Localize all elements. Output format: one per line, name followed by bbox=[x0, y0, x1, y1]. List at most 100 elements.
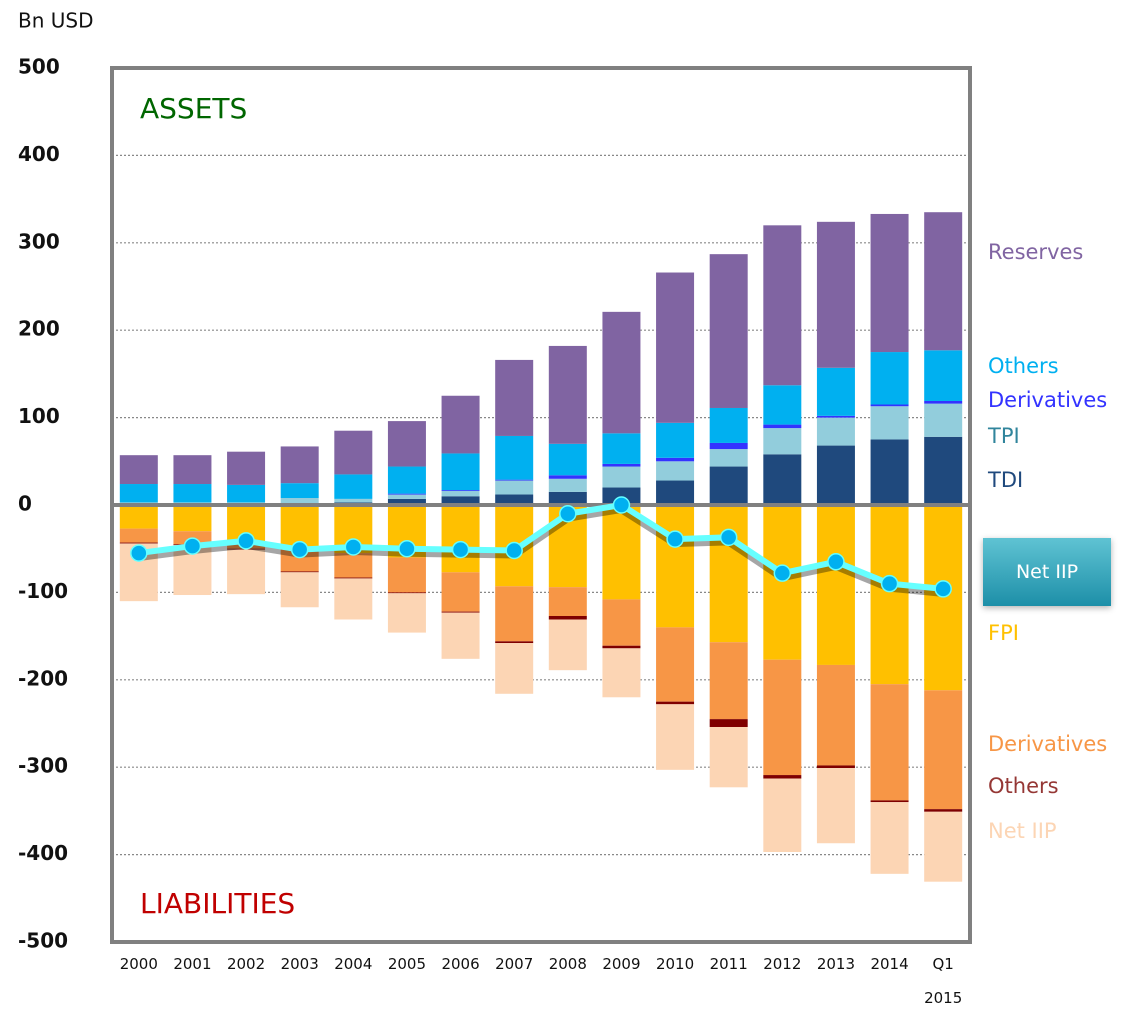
bar-segment bbox=[870, 404, 909, 407]
bar-segment bbox=[656, 461, 695, 481]
line-marker bbox=[398, 539, 416, 558]
bar-segment bbox=[280, 446, 319, 484]
line bbox=[138, 501, 944, 592]
net-iip-legend: Net IIP bbox=[983, 538, 1111, 606]
x-tick-label: 2010 bbox=[655, 955, 695, 973]
bar-segment bbox=[173, 505, 212, 532]
bar-segment bbox=[280, 571, 319, 573]
bar-segment bbox=[870, 213, 909, 353]
bar-segment bbox=[870, 800, 909, 803]
bar-segment bbox=[656, 505, 695, 628]
bar-segment bbox=[709, 254, 748, 408]
bar-segment bbox=[441, 496, 480, 505]
x-tick-label: 2008 bbox=[548, 955, 587, 973]
bar-segment bbox=[709, 642, 748, 720]
bar-segment bbox=[924, 350, 963, 401]
y-axis-label: Bn USD bbox=[18, 9, 94, 33]
bar-segment bbox=[763, 454, 802, 505]
y-tick-label: -200 bbox=[18, 666, 68, 690]
x-tick-label: 2005 bbox=[387, 955, 427, 973]
bar-segment bbox=[870, 505, 909, 685]
bar-segment bbox=[816, 765, 855, 769]
bar-segment bbox=[548, 478, 587, 492]
bar-segment bbox=[763, 424, 802, 429]
legend-label: TPI bbox=[987, 424, 1020, 448]
bar-segment bbox=[602, 466, 641, 488]
bar-segment bbox=[334, 474, 373, 499]
bar-segment bbox=[709, 449, 748, 467]
bar-segment bbox=[441, 572, 480, 612]
bar-segment bbox=[763, 659, 802, 776]
bar-segment bbox=[119, 528, 158, 543]
bar-segment bbox=[816, 664, 855, 766]
bar-segment bbox=[709, 505, 748, 643]
bar-segment bbox=[924, 811, 963, 882]
bar-segment bbox=[816, 417, 855, 446]
y-tick-label: 500 bbox=[18, 55, 60, 79]
y-tick-label: 0 bbox=[18, 492, 32, 516]
bar-segment bbox=[495, 643, 534, 694]
bar-segment bbox=[602, 433, 641, 464]
x-tick-label: 2004 bbox=[334, 955, 373, 973]
bar-segment bbox=[173, 455, 212, 485]
assets-label: ASSETS bbox=[140, 92, 247, 125]
bar-segment bbox=[763, 385, 802, 425]
x-tick-label: 2011 bbox=[709, 955, 748, 973]
x-tick-label: 2002 bbox=[226, 955, 266, 973]
legend-label: Derivatives bbox=[988, 732, 1107, 756]
bar-segment bbox=[495, 479, 534, 481]
bar-segment bbox=[548, 475, 587, 479]
bar-segment bbox=[119, 455, 158, 485]
legend-label: Derivatives bbox=[988, 388, 1107, 412]
x-tick-label: 2001 bbox=[173, 955, 212, 973]
y-tick-label: -100 bbox=[18, 579, 68, 603]
bar-segment bbox=[387, 498, 426, 505]
bar-segment bbox=[548, 345, 587, 444]
legend-label: Others bbox=[988, 354, 1059, 378]
bar-segment bbox=[387, 593, 426, 633]
x-tick-label: 2000 bbox=[119, 955, 158, 973]
bar-segment bbox=[495, 494, 534, 505]
bar-segment bbox=[870, 406, 909, 440]
bar-segment bbox=[602, 645, 641, 649]
legend-label: Reserves bbox=[988, 240, 1083, 264]
bar-segment bbox=[441, 395, 480, 454]
bar-segment bbox=[870, 802, 909, 874]
bar-segment bbox=[924, 212, 963, 351]
bar-segment bbox=[656, 627, 695, 702]
bar-segment bbox=[280, 498, 319, 504]
line-marker bbox=[183, 537, 202, 555]
bar-segment bbox=[709, 442, 748, 450]
bar-segment bbox=[924, 690, 963, 810]
bar-segment bbox=[924, 400, 963, 404]
bar-segment bbox=[870, 352, 909, 405]
bar-segment bbox=[334, 430, 373, 475]
bar-segment bbox=[816, 445, 855, 505]
bar-segment bbox=[763, 428, 802, 455]
bar-segment bbox=[656, 422, 695, 458]
bar-segment bbox=[495, 480, 534, 495]
bar-segment bbox=[495, 359, 534, 436]
line-marker bbox=[451, 540, 470, 559]
bar-segment bbox=[656, 701, 695, 705]
bar-segment bbox=[709, 466, 748, 505]
bar-segment bbox=[441, 505, 480, 573]
x-tick-label: 2013 bbox=[816, 955, 856, 973]
line-marker bbox=[559, 504, 577, 523]
y-tick-label: 100 bbox=[18, 404, 60, 428]
bar-segment bbox=[227, 484, 266, 503]
bar-segment bbox=[387, 592, 426, 594]
bar-segment bbox=[119, 484, 158, 503]
bar-segment bbox=[816, 415, 855, 418]
bar-segment bbox=[709, 726, 748, 788]
bar-segment bbox=[334, 577, 373, 579]
bar-segment bbox=[602, 599, 641, 646]
bar-segment bbox=[387, 557, 426, 593]
bar-segment bbox=[763, 775, 802, 779]
bar-segment bbox=[334, 553, 373, 578]
line-marker bbox=[827, 553, 845, 571]
bar-segment bbox=[602, 463, 641, 467]
bar-segment bbox=[548, 443, 587, 476]
bar-segment bbox=[924, 436, 963, 505]
